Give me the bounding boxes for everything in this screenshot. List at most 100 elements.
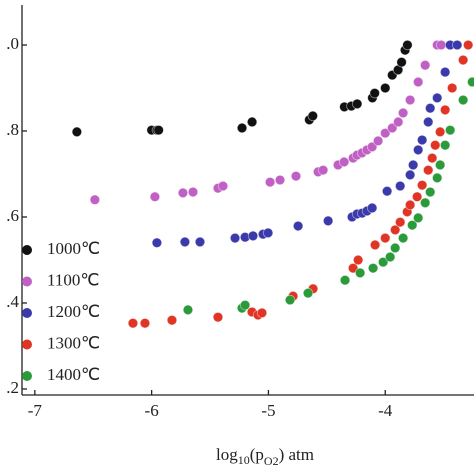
- x-axis-label: log10(pO2) atm: [216, 445, 314, 468]
- data-point: [412, 144, 424, 156]
- data-point: [366, 202, 378, 214]
- data-point: [354, 267, 366, 279]
- y-tick-label: .6: [6, 206, 19, 225]
- data-point: [457, 54, 469, 66]
- data-point: [127, 317, 139, 329]
- data-point: [430, 139, 441, 151]
- data-point: [407, 159, 419, 171]
- data-point: [397, 107, 409, 119]
- data-point: [264, 176, 276, 188]
- data-point: [380, 127, 391, 139]
- data-point: [384, 251, 396, 263]
- x-tick-label: -7: [28, 401, 43, 420]
- x-label-part: ) atm: [279, 445, 314, 464]
- data-point: [317, 164, 329, 176]
- data-point: [419, 59, 431, 71]
- data-point: [322, 215, 334, 227]
- data-point: [89, 194, 101, 205]
- data-point: [236, 122, 248, 134]
- x-tick-label: -5: [261, 401, 275, 420]
- data-point: [416, 134, 428, 146]
- data-point: [339, 274, 351, 286]
- data-point: [435, 39, 447, 51]
- data-point: [369, 87, 380, 99]
- data-point: [439, 104, 451, 116]
- data-point: [396, 56, 407, 68]
- data-point: [394, 216, 406, 228]
- data-point: [397, 232, 409, 244]
- x-label-part: O2: [264, 454, 279, 468]
- y-tick-label: .4: [6, 292, 19, 311]
- data-point: [381, 185, 393, 197]
- data-point: [434, 159, 446, 171]
- data-point: [432, 92, 443, 104]
- y-tick-label: .8: [6, 120, 19, 139]
- legend-marker: [22, 245, 32, 255]
- data-point: [451, 39, 463, 51]
- data-point: [292, 220, 304, 232]
- data-point: [394, 180, 406, 192]
- data-point: [423, 116, 434, 128]
- data-point: [187, 186, 199, 198]
- legend-marker: [22, 371, 32, 381]
- data-point: [446, 82, 458, 94]
- legend-label: 1300℃: [47, 333, 100, 352]
- data-point: [139, 317, 151, 329]
- data-point: [416, 179, 428, 191]
- data-point: [380, 82, 391, 94]
- data-point: [372, 135, 384, 147]
- data-point: [439, 66, 451, 78]
- data-point: [389, 242, 401, 254]
- data-point: [425, 102, 436, 114]
- data-point: [392, 116, 404, 128]
- data-point: [419, 197, 431, 208]
- x-label-part: (p: [250, 445, 264, 464]
- data-point: [404, 199, 416, 211]
- data-point: [194, 236, 206, 248]
- data-point: [367, 262, 379, 274]
- data-point: [457, 94, 469, 106]
- data-point: [412, 76, 424, 88]
- data-point: [179, 236, 191, 248]
- data-point: [352, 254, 364, 266]
- data-point: [462, 39, 474, 51]
- data-point: [426, 152, 438, 164]
- data-point: [432, 172, 443, 184]
- data-point: [411, 191, 423, 202]
- legend-label: 1400℃: [47, 365, 100, 384]
- data-point: [439, 139, 451, 151]
- data-point: [229, 232, 241, 244]
- legend-marker: [22, 339, 32, 350]
- data-point: [380, 232, 391, 244]
- data-point: [412, 212, 424, 224]
- data-point: [423, 164, 434, 176]
- y-tick-label: .0: [6, 34, 19, 53]
- legend-label: 1200℃: [47, 302, 100, 321]
- data-point: [177, 187, 189, 199]
- data-point: [377, 256, 389, 268]
- data-point: [338, 156, 350, 168]
- data-point: [71, 126, 83, 138]
- data-point: [434, 126, 446, 138]
- legend-marker: [22, 308, 32, 318]
- data-point: [256, 307, 268, 319]
- data-point: [425, 186, 436, 198]
- x-tick-label: -4: [378, 401, 393, 420]
- data-point: [467, 76, 474, 88]
- x-label-part: log: [216, 445, 238, 464]
- data-point: [302, 287, 314, 299]
- data-point: [407, 219, 418, 231]
- data-point: [444, 124, 456, 136]
- data-point: [262, 227, 274, 239]
- data-point: [352, 98, 363, 110]
- data-point: [153, 124, 164, 136]
- data-point: [239, 299, 251, 311]
- data-point: [290, 170, 302, 182]
- x-tick-label: -6: [145, 401, 159, 420]
- data-point: [274, 174, 286, 186]
- data-point: [369, 239, 381, 251]
- data-point: [404, 169, 416, 181]
- data-point: [149, 191, 161, 202]
- data-point: [284, 294, 296, 306]
